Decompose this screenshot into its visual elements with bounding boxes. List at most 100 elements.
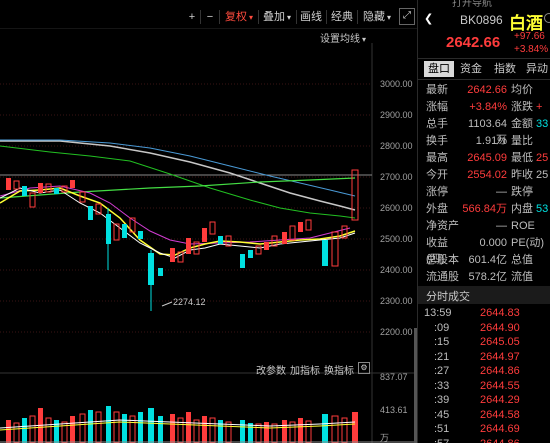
zoom-in-button[interactable]: + [188, 11, 196, 23]
overlay-label: 叠加 [262, 11, 285, 23]
vertical-scrollbar[interactable] [414, 328, 417, 443]
quote-label: 金额 [511, 118, 533, 130]
tick-row: :57 2644.86 [418, 437, 550, 443]
tick-time: :33 [434, 379, 450, 392]
quote-row: 总手 1103.64万 金额 33 [418, 116, 550, 146]
ma-line-blue [0, 139, 356, 197]
overlay-button[interactable]: 叠加 ▾ [259, 7, 295, 27]
quote-row: 总股本 601.4亿 总值 [418, 252, 550, 268]
nav-toggle-label[interactable]: 打开导航 [452, 0, 492, 9]
change-params-link[interactable]: 改参数 [256, 366, 286, 377]
y-tick-label: 2200.00 [380, 327, 413, 337]
hide-button[interactable]: 隐藏 ▾ [359, 7, 395, 27]
tab-capital[interactable]: 资金 [460, 63, 482, 75]
add-indicator-link[interactable]: 加指标 [290, 366, 320, 377]
expand-icon[interactable]: ⤢ [399, 8, 415, 25]
info-icon[interactable] [544, 13, 550, 23]
quote-label: 昨收 [511, 169, 533, 181]
quote-row: 换手 1.91% 量比 [418, 133, 550, 149]
settings-icon[interactable]: ⚙ [358, 362, 370, 374]
quote-label: 跌停 [511, 186, 533, 198]
chart-toolbar: + − 复权 ▾ 叠加 ▾ 画线 经典 隐藏 ▾ ⤢ [0, 7, 417, 27]
y-tick-label: 2600.00 [380, 203, 413, 213]
chevron-down-icon: ▾ [286, 13, 291, 22]
quote-label: 流值 [511, 271, 533, 283]
y-tick-label: 2900.00 [380, 110, 413, 120]
quote-label: 总股本 [426, 254, 459, 266]
tick-row: :21 2644.97 [418, 350, 550, 364]
stock-code: BK0896 [460, 13, 503, 27]
rights-adjust-button[interactable]: 复权 ▾ [221, 7, 257, 27]
quote-row: 今开 2554.02 昨收 25 [418, 167, 550, 183]
ma-settings-button[interactable]: 设置均线 ▾ [320, 30, 366, 45]
tab-index[interactable]: 指数 [494, 63, 516, 75]
tick-price: 2644.58 [480, 408, 520, 421]
quote-row: 净资产 — ROE [418, 218, 550, 234]
tick-time: :51 [434, 423, 450, 435]
quote-label: 净资产 [426, 220, 459, 232]
quote-value: 1103.64万 [468, 118, 507, 146]
quote-value: 25 [536, 169, 549, 181]
switch-indicator-link[interactable]: 换指标 [324, 366, 354, 377]
kline-chart[interactable]: 2274.12 [0, 28, 417, 443]
volume-ma-yellow [0, 421, 356, 431]
chevron-down-icon: ▾ [386, 13, 391, 22]
rights-adjust-label: 复权 [224, 11, 247, 23]
quote-value: 566.84万 [462, 203, 507, 215]
tick-row: :27 2644.86 [418, 364, 550, 378]
ma-line-long [0, 140, 356, 211]
quote-row: 最高 2645.09 最低 25 [418, 150, 550, 166]
quote-label: PE(动) [511, 237, 544, 249]
tick-price: 2644.69 [480, 423, 520, 435]
classic-button[interactable]: 经典 [331, 11, 353, 23]
tick-price: 2644.90 [480, 321, 520, 334]
y-tick-label: 2400.00 [380, 265, 413, 275]
grid-lines [0, 83, 372, 333]
quote-label: 量比 [511, 135, 533, 147]
tick-time: :21 [434, 350, 450, 363]
chevron-down-icon: ▾ [248, 13, 253, 22]
ma-line-yellow [0, 187, 356, 256]
y-tick-label: 2500.00 [380, 234, 413, 244]
chevron-left-icon[interactable]: ❮ [424, 13, 434, 25]
quote-value: 578.2亿 [468, 271, 507, 283]
quote-value: 33 [536, 118, 549, 130]
quote-value: 2642.66 [467, 84, 507, 96]
ma-settings-label: 设置均线 [320, 34, 360, 45]
tab-movement[interactable]: 异动 [526, 63, 548, 75]
tick-price: 2644.55 [480, 379, 520, 392]
tick-price: 2645.05 [480, 336, 520, 348]
tick-row: :45 2644.58 [418, 408, 550, 422]
candlesticks [6, 169, 359, 311]
volume-unit-label: 万 [380, 433, 390, 443]
volume-tick-label: 413.61 [380, 405, 408, 415]
tick-row: :09 2644.90 [418, 321, 550, 335]
quote-value: + [536, 101, 543, 113]
quote-label: 收益(四) [426, 237, 448, 265]
tick-time: :15 [434, 336, 450, 348]
zoom-out-button[interactable]: − [206, 11, 214, 23]
y-tick-label: 2700.00 [380, 172, 413, 182]
quote-row: 涨幅 +3.84% 涨跌 + [418, 99, 550, 115]
ma-line-green [0, 145, 356, 219]
quote-label: 总手 [426, 118, 448, 130]
quote-label: 今开 [426, 169, 448, 181]
quote-label: 外盘 [426, 203, 448, 215]
last-price: 2642.66 [446, 34, 501, 51]
tick-price: 2644.97 [480, 350, 520, 363]
tick-time: :27 [434, 365, 450, 377]
quote-value: — [496, 220, 507, 232]
quote-row: 收益(四) 0.000 PE(动) [418, 235, 550, 265]
tick-price: 2644.86 [480, 365, 520, 377]
tick-row: :39 2644.29 [418, 393, 550, 407]
quote-label: 涨幅 [426, 101, 448, 113]
quote-value: +3.84% [469, 101, 507, 113]
quote-label: ROE [511, 220, 535, 232]
price-change-pct: +3.84% [514, 44, 549, 55]
draw-line-button[interactable]: 画线 [300, 11, 322, 23]
hide-label: 隐藏 [362, 11, 385, 23]
tab-order-book[interactable]: 盘口 [424, 61, 454, 77]
y-tick-label: 2300.00 [380, 296, 413, 306]
quote-row: 涨停 — 跌停 [418, 184, 550, 200]
ma-line-magenta [0, 185, 351, 245]
